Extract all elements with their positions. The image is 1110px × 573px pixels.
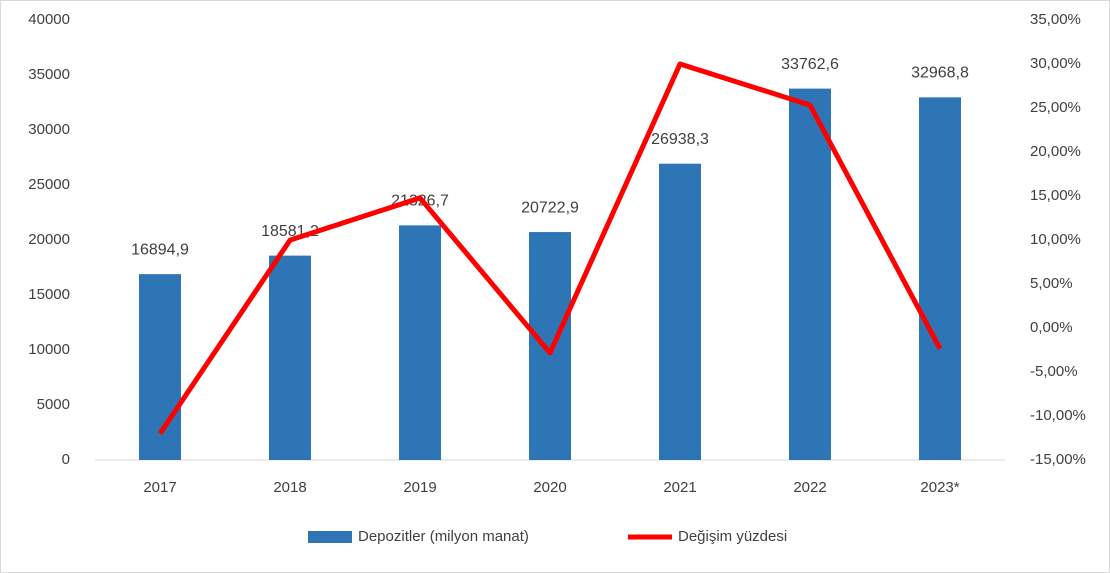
y2-tick-label: 5,00%: [1030, 275, 1073, 292]
bar: [529, 232, 571, 460]
y2-tick-label: 35,00%: [1030, 11, 1081, 28]
y2-tick-label: 20,00%: [1030, 143, 1081, 160]
y2-tick-label: 0,00%: [1030, 319, 1073, 336]
x-tick-label: 2023*: [920, 479, 959, 496]
data-label: 32968,8: [911, 65, 969, 82]
y2-tick-label: -10,00%: [1030, 407, 1086, 424]
data-label: 33762,6: [781, 56, 839, 73]
y-tick-label: 40000: [28, 11, 70, 28]
y-tick-label: 25000: [28, 176, 70, 193]
x-tick-label: 2020: [533, 479, 566, 496]
bar: [269, 255, 311, 460]
data-label: 26938,3: [651, 131, 709, 148]
x-tick-label: 2021: [663, 479, 696, 496]
y2-tick-label: -5,00%: [1030, 363, 1078, 380]
bar: [789, 88, 831, 461]
bar: [399, 225, 441, 460]
legend-swatch: [308, 531, 352, 543]
y2-tick-label: 25,00%: [1030, 99, 1081, 116]
bar: [659, 163, 701, 460]
line-series: [157, 61, 943, 435]
y-tick-label: 10000: [28, 341, 70, 358]
y2-tick-label: -15,00%: [1030, 451, 1086, 468]
x-tick-label: 2022: [793, 479, 826, 496]
bar: [919, 97, 961, 460]
y-tick-label: 30000: [28, 121, 70, 138]
y-tick-label: 5000: [37, 396, 70, 413]
y2-tick-label: 10,00%: [1030, 231, 1081, 248]
y2-tick-label: 15,00%: [1030, 187, 1081, 204]
data-label: 20722,9: [521, 199, 579, 216]
y-tick-label: 0: [62, 451, 70, 468]
bar: [139, 274, 181, 460]
legend-label: Depozitler (milyon manat): [358, 528, 529, 545]
data-label: 16894,9: [131, 241, 189, 258]
x-tick-label: 2018: [273, 479, 306, 496]
y2-tick-label: 30,00%: [1030, 55, 1081, 72]
legend-label: Değişim yüzdesi: [678, 528, 787, 545]
x-tick-label: 2019: [403, 479, 436, 496]
y-tick-label: 15000: [28, 286, 70, 303]
y-tick-label: 20000: [28, 231, 70, 248]
y-tick-label: 35000: [28, 66, 70, 83]
x-tick-label: 2017: [143, 479, 176, 496]
